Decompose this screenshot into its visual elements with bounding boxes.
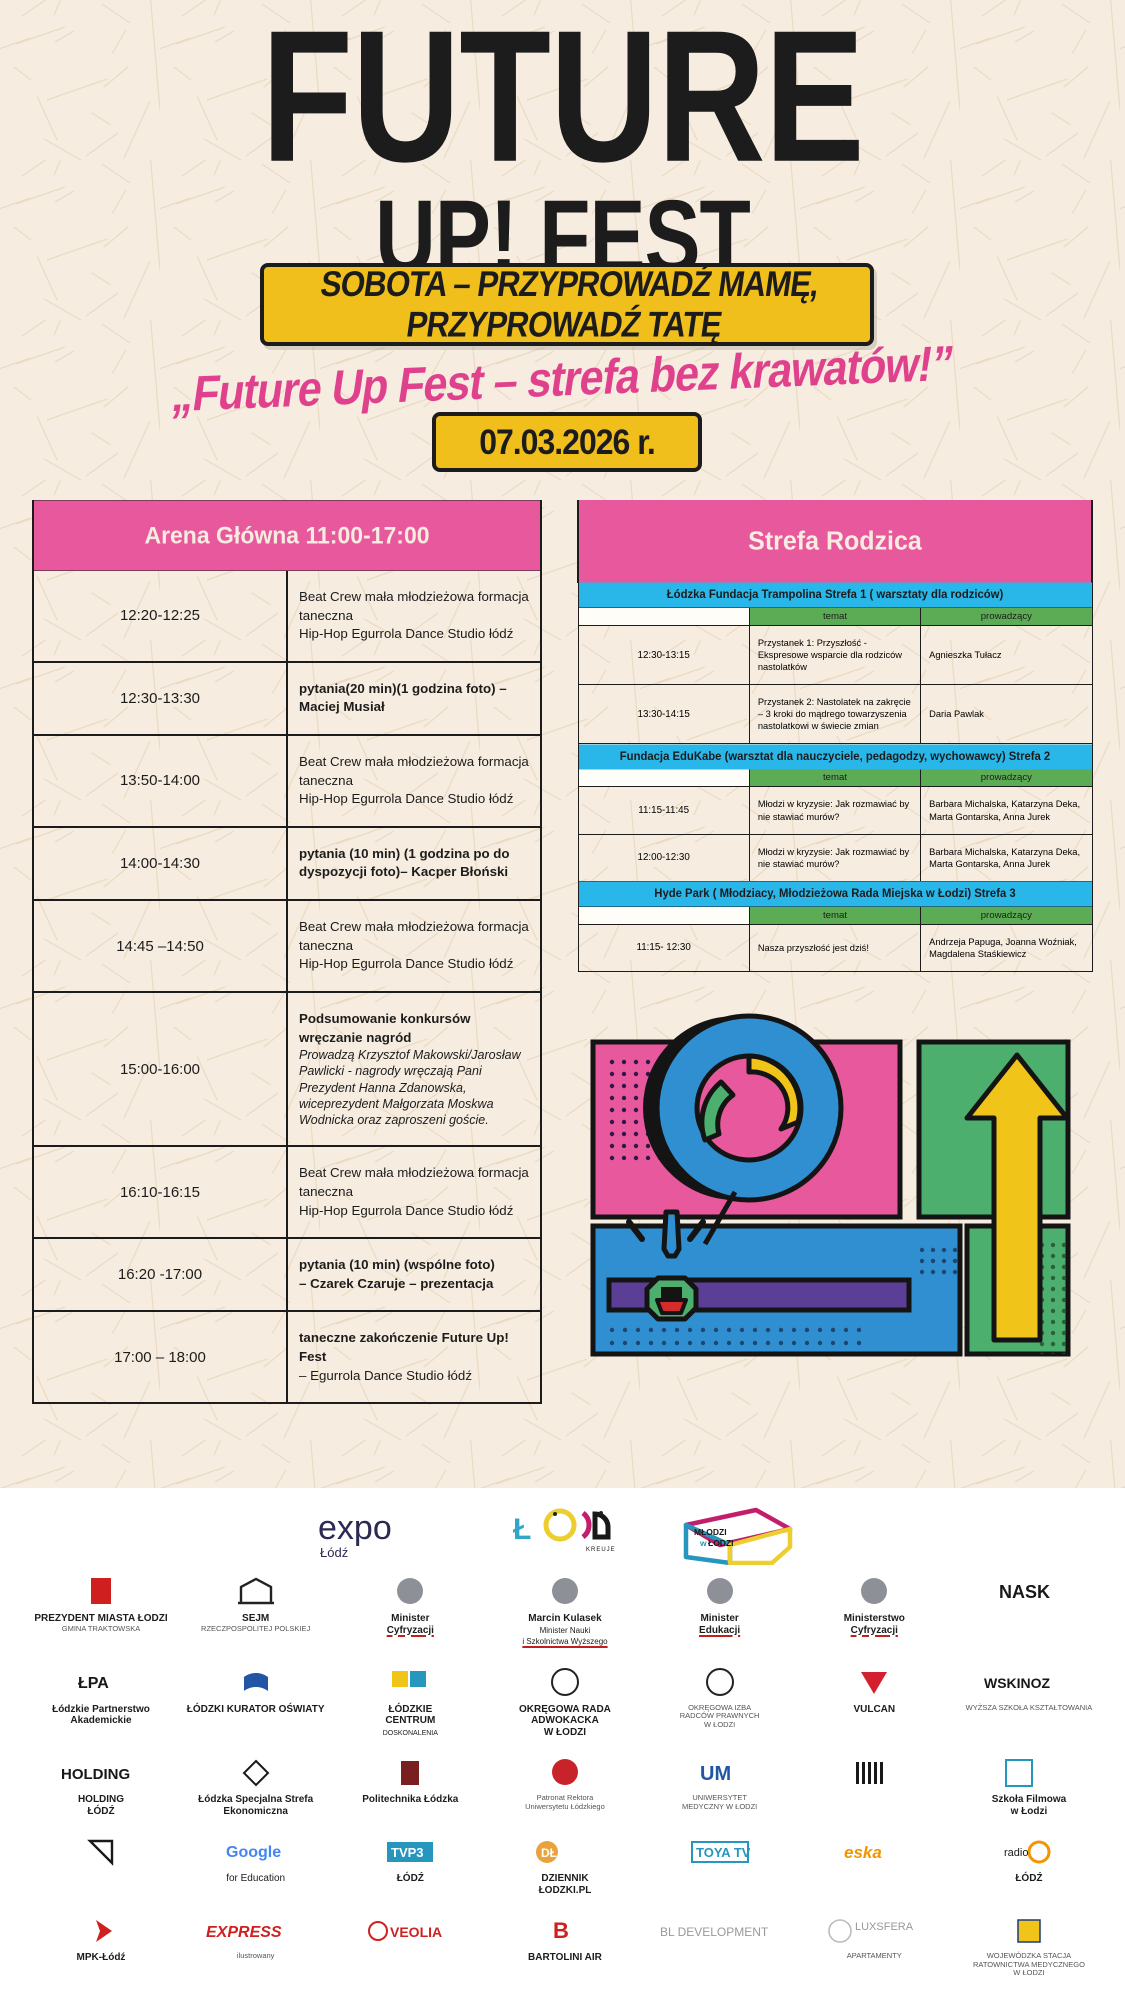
svg-text:LUXSFERA: LUXSFERA [855, 1921, 914, 1933]
svg-text:ŁODZI: ŁODZI [708, 1538, 734, 1548]
svg-text:radio: radio [1004, 1847, 1028, 1859]
svg-text:EXPRESS: EXPRESS [206, 1924, 282, 1941]
svg-text:Ł: Ł [513, 1513, 531, 1546]
svg-text:BL DEVELOPMENT: BL DEVELOPMENT [660, 1925, 769, 1939]
svg-text:MŁODZI: MŁODZI [694, 1527, 727, 1537]
svg-text:expo: expo [318, 1509, 392, 1547]
svg-text:VEOLIA: VEOLIA [390, 1924, 442, 1940]
svg-text:ŁPA: ŁPA [78, 1675, 109, 1692]
svg-text:Łódź: Łódź [320, 1545, 348, 1560]
svg-text:HOLDING: HOLDING [61, 1766, 130, 1783]
svg-text:TVP3: TVP3 [391, 1845, 424, 1860]
svg-text:DŁ: DŁ [541, 1846, 557, 1860]
svg-text:KREUJE: KREUJE [586, 1547, 616, 1553]
svg-text:w: w [699, 1538, 707, 1548]
svg-text:TOYA TV: TOYA TV [696, 1845, 750, 1860]
svg-text:NASK: NASK [999, 1582, 1050, 1602]
svg-text:B: B [553, 1918, 569, 1943]
svg-text:WSKINOZ: WSKINOZ [984, 1675, 1051, 1691]
svg-text:eska: eska [844, 1843, 882, 1862]
svg-text:Google: Google [226, 1844, 281, 1861]
svg-text:UM: UM [700, 1763, 731, 1785]
